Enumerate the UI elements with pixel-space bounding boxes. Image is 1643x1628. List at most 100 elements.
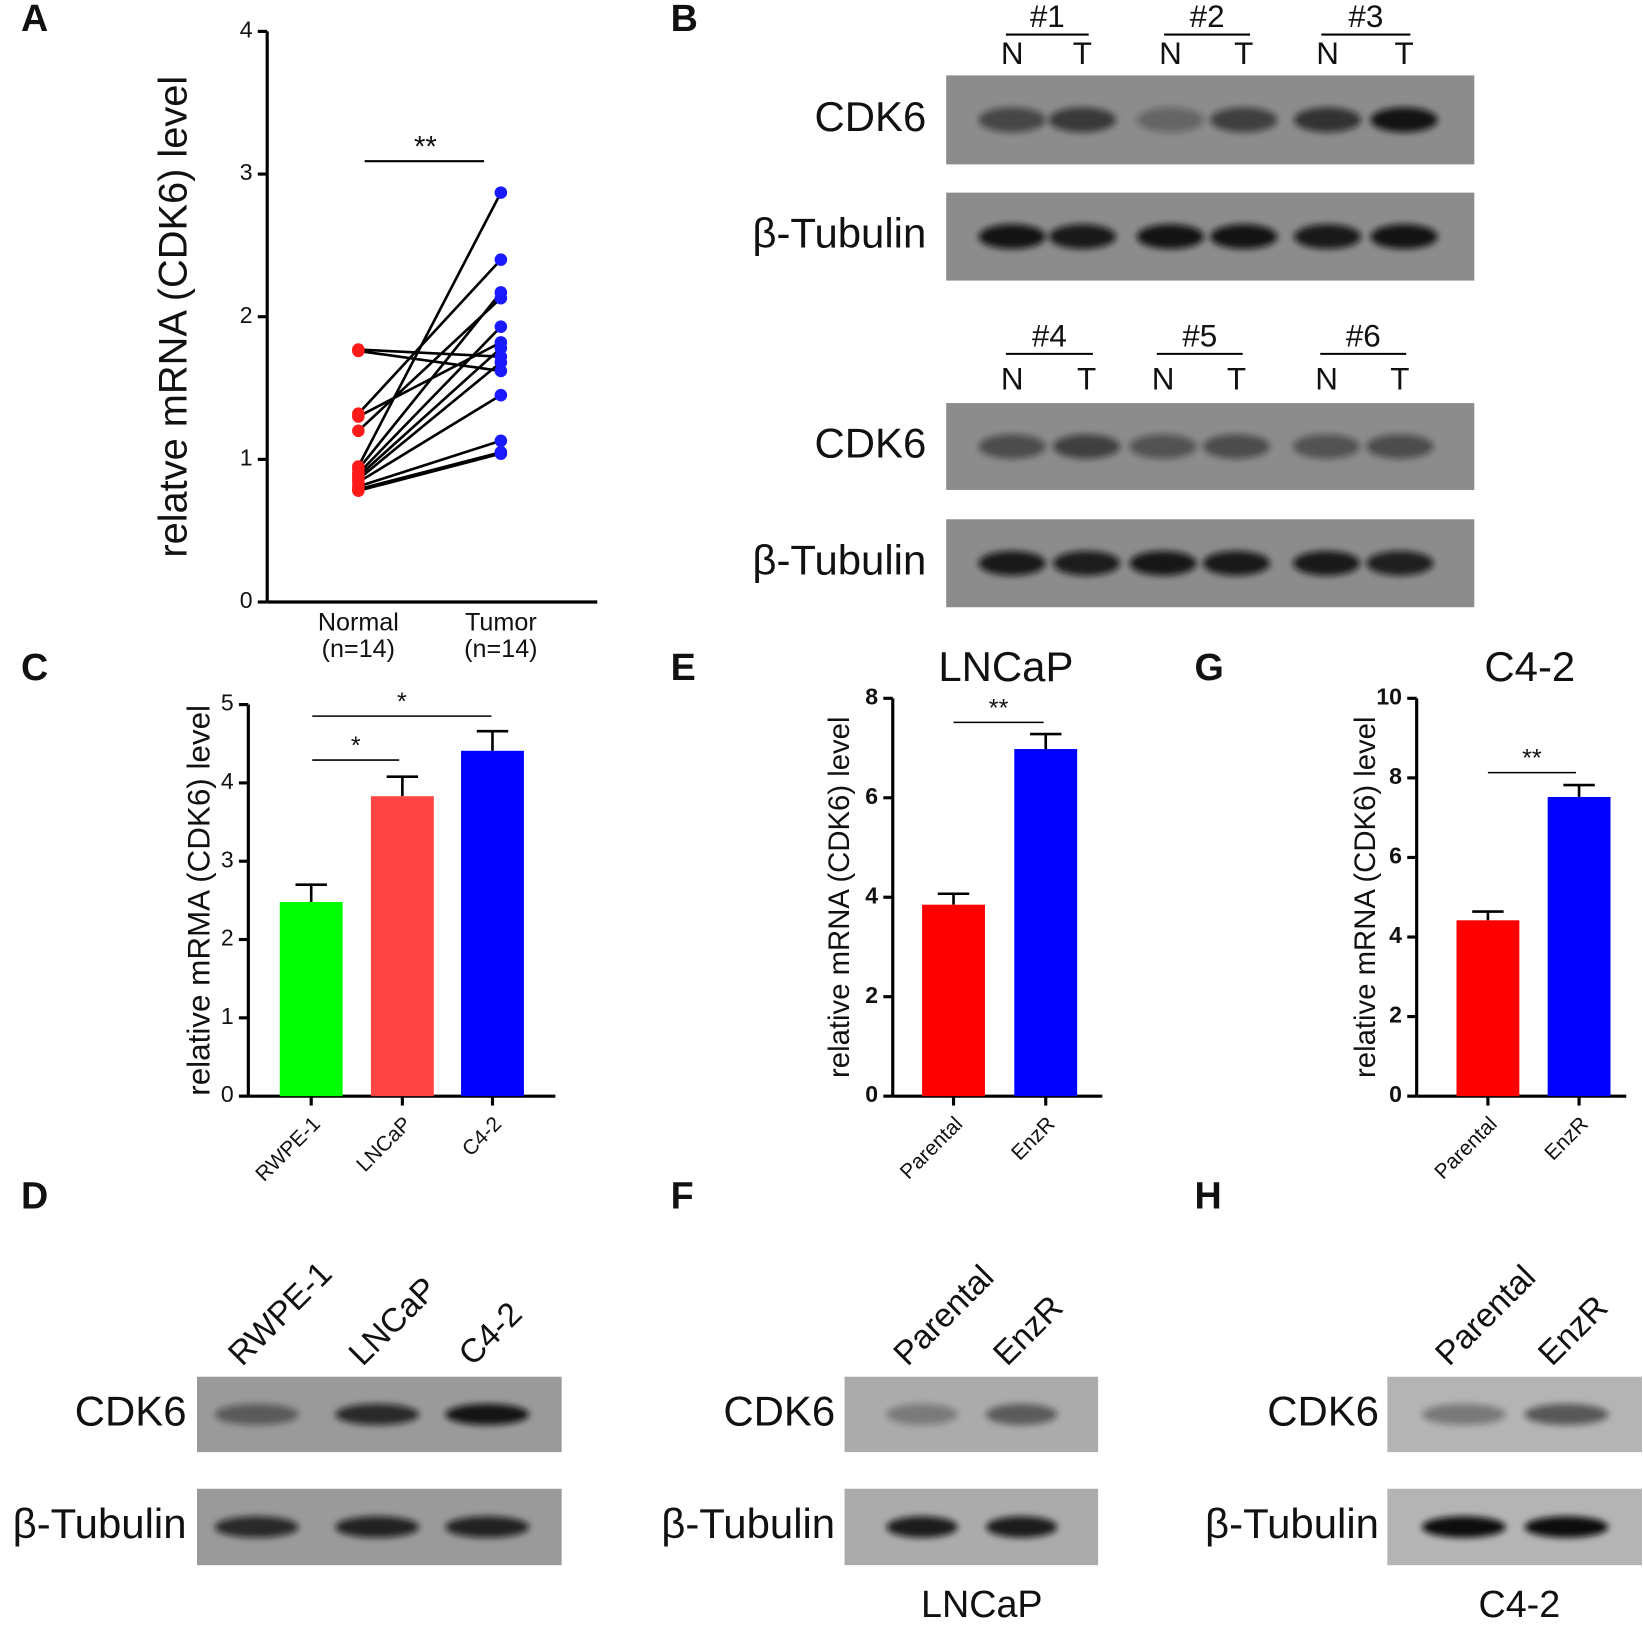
panel-label: G (1195, 646, 1224, 688)
chart-title: LNCaP (938, 643, 1073, 690)
data-point (494, 356, 508, 369)
blot-row-label: CDK6 (1267, 1387, 1379, 1434)
y-tick-label: 1 (221, 1003, 234, 1029)
y-tick-label: 6 (1389, 843, 1402, 869)
blot-band (986, 1403, 1058, 1425)
y-tick-label: 8 (865, 683, 878, 709)
group-label: #4 (1032, 318, 1067, 353)
data-point (494, 253, 508, 266)
blot-strip (844, 1376, 1099, 1453)
blot-band (1210, 224, 1278, 249)
data-point (494, 186, 508, 199)
data-point (352, 424, 365, 438)
y-axis-label: relative mRNA (CDK6) level (823, 716, 856, 1077)
blot-band (1136, 107, 1204, 133)
significance: * (397, 688, 407, 716)
blot-band (445, 1516, 530, 1538)
blot-band (978, 550, 1046, 576)
blot-band (1048, 224, 1116, 249)
significance: * (351, 732, 361, 760)
blot-caption: LNCaP (921, 1583, 1043, 1625)
y-tick-label: 1 (240, 444, 253, 470)
blot-band (1202, 550, 1270, 576)
data-point (494, 447, 508, 460)
lane-label: T (1394, 36, 1413, 71)
x-tick-label: EnzR (1007, 1112, 1059, 1164)
blot-band (445, 1403, 530, 1425)
blot-band (1293, 434, 1361, 459)
bar (1456, 920, 1520, 1097)
pair-line (357, 361, 502, 481)
pair-line (358, 452, 502, 492)
pair-line (357, 394, 502, 484)
blot-band (1136, 224, 1204, 249)
lane-label: T (1077, 361, 1096, 396)
lane-label: Parental (1429, 1259, 1543, 1373)
x-tick-label: (n=14) (464, 635, 537, 663)
lane-label: EnzR (1531, 1289, 1615, 1373)
y-axis-label: relative mRNA (CDK6) level (1349, 716, 1382, 1077)
blot-band (1293, 550, 1361, 576)
y-tick-label: 0 (240, 587, 253, 613)
blot-row-label: CDK6 (815, 93, 927, 140)
significance: ** (989, 694, 1009, 722)
y-tick-label: 4 (865, 882, 878, 908)
y-tick-label: 3 (240, 159, 253, 185)
bar (1014, 749, 1078, 1097)
lane-label: N (1001, 361, 1024, 396)
y-axis-label: relative mRMA (CDK6) level (181, 705, 216, 1096)
blot-band (1421, 1516, 1506, 1538)
lane-label: C4-2 (452, 1295, 530, 1372)
panel-label: A (21, 0, 48, 39)
pair-line (358, 450, 502, 491)
y-tick-label: 2 (221, 925, 234, 951)
bar (461, 750, 524, 1097)
blot-band (335, 1403, 420, 1425)
data-point (352, 344, 365, 358)
blot-row-label: β-Tubulin (752, 536, 926, 583)
data-point (494, 320, 508, 333)
group-label: #6 (1346, 318, 1381, 353)
pair-line (357, 258, 502, 415)
y-axis-label: relatve mRNA (CDK6) level (152, 76, 196, 558)
blot-row-label: CDK6 (723, 1387, 835, 1434)
y-tick-label: 6 (865, 783, 878, 809)
y-tick-label: 3 (221, 846, 234, 872)
data-point (352, 410, 365, 423)
blot-band (1129, 434, 1197, 459)
blot-band (986, 1516, 1058, 1538)
blot-row-label: β-Tubulin (13, 1500, 187, 1547)
data-point (494, 286, 508, 299)
blot-band (978, 107, 1046, 133)
panel-label: B (671, 0, 698, 39)
pair-line (357, 325, 502, 475)
y-tick-label: 4 (221, 768, 234, 794)
blot-band (1294, 224, 1362, 249)
x-tick-label: RWPE-1 (251, 1112, 325, 1186)
lane-label: T (1227, 361, 1246, 396)
blot-row-label: β-Tubulin (752, 210, 926, 257)
panel-label: C (21, 646, 48, 688)
lane-label: T (1234, 36, 1253, 71)
blot-caption: C4-2 (1478, 1583, 1560, 1625)
lane-label: N (1001, 36, 1024, 71)
x-tick-label: Normal (318, 609, 399, 637)
blot-band (1421, 1403, 1506, 1425)
x-tick-label: Parental (1430, 1112, 1501, 1183)
blot-band (1210, 107, 1278, 133)
bar (370, 796, 434, 1097)
panel-label: F (671, 1175, 694, 1217)
blot-band (1524, 1516, 1609, 1538)
blot-band (978, 224, 1046, 249)
lane-label: T (1390, 361, 1409, 396)
group-label: #5 (1182, 318, 1217, 353)
pair-line (358, 349, 502, 373)
bar (922, 904, 985, 1097)
group-label: #1 (1030, 0, 1065, 34)
lane-label: N (1315, 361, 1338, 396)
panel-label: D (21, 1175, 48, 1217)
panel-label: H (1195, 1175, 1222, 1217)
data-point (494, 434, 508, 448)
blot-band (1370, 224, 1438, 249)
